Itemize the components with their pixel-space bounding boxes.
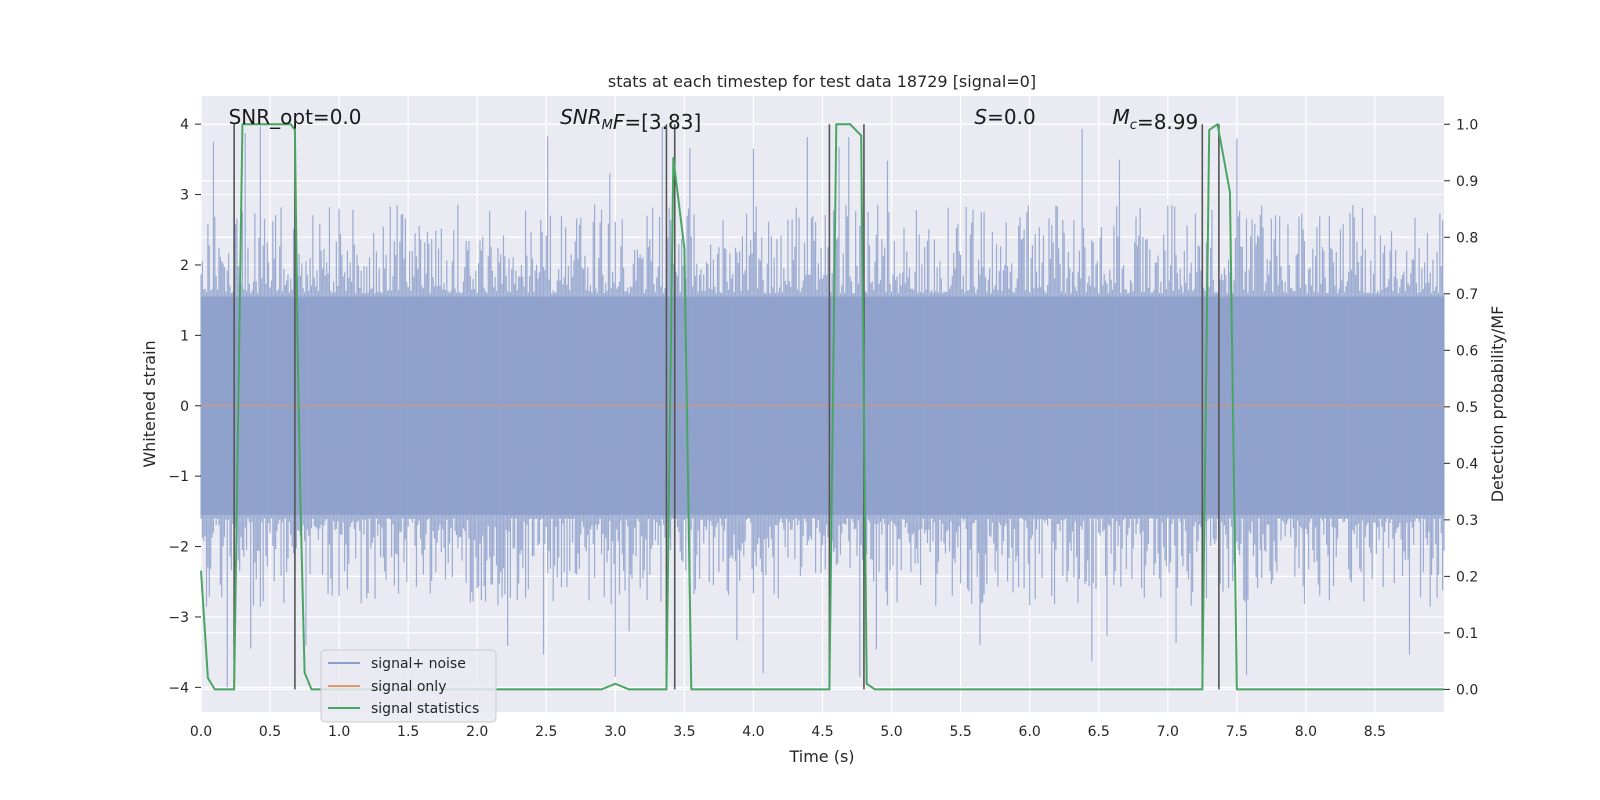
y-tick-3: −1 [168, 469, 189, 485]
x-tick-3: 1.5 [397, 724, 419, 740]
x-tick-9: 4.5 [811, 724, 833, 740]
y-axis-ticks: −4 −3 −2 −1 0 1 2 3 4 [168, 117, 201, 696]
y-tick-4: 0 [180, 399, 189, 415]
x-axis-ticks: 0.0 0.5 1.0 1.5 2.0 2.5 3.0 3.5 4.0 4.5 5.0 5.5 6.0 6… [190, 724, 1386, 740]
y-tick-6: 2 [180, 258, 189, 274]
x-tick-17: 8.5 [1364, 724, 1386, 740]
x-tick-8: 4.0 [742, 724, 764, 740]
legend-label-signal-only: signal only [371, 679, 446, 695]
x-tick-1: 0.5 [259, 724, 281, 740]
x-tick-14: 7.0 [1157, 724, 1179, 740]
x-tick-4: 2.0 [466, 724, 488, 740]
series-signal-statistics [200, 123, 1444, 691]
x-tick-16: 8.0 [1295, 724, 1317, 740]
y-right-tick-2: 0.2 [1456, 569, 1478, 585]
y-right-tick-6: 0.6 [1456, 343, 1478, 359]
y-tick-8: 4 [180, 117, 189, 133]
statistics-line [200, 123, 1444, 691]
x-axis-label: Time (s) [788, 747, 854, 766]
y-right-axis-ticks: 0.0 0.1 0.2 0.3 0.4 0.5 0.6 0.7 0.8 0.9 1.0 [1444, 117, 1478, 698]
y-axis-label: Whitened strain [140, 340, 159, 467]
x-tick-2: 1.0 [328, 724, 350, 740]
y-right-tick-0: 0.0 [1456, 682, 1478, 698]
x-tick-12: 6.0 [1019, 724, 1041, 740]
annotation-snr-opt: SNR_opt=0.0 [229, 105, 362, 129]
y-right-tick-9: 0.9 [1456, 174, 1478, 190]
x-tick-10: 5.0 [880, 724, 902, 740]
y-tick-2: −2 [168, 540, 189, 556]
y-right-tick-8: 0.8 [1456, 230, 1478, 246]
legend-label-signal-noise: signal+ noise [371, 656, 466, 672]
legend: signal+ noise signal only signal statist… [320, 649, 497, 723]
y-right-axis-label: Detection probability/MF [1488, 306, 1507, 503]
annotation-snr-mf: SNRMF=[3.83] [560, 105, 701, 134]
chart-title: stats at each timestep for test data 187… [608, 72, 1036, 91]
x-tick-15: 7.5 [1226, 724, 1248, 740]
annotations: SNR_opt=0.0 SNRMF=[3.83] S=0.0 Mc=8.99 [229, 105, 1199, 134]
y-tick-7: 3 [180, 188, 189, 204]
x-tick-11: 5.5 [949, 724, 971, 740]
y-tick-1: −3 [168, 610, 189, 626]
y-right-tick-10: 1.0 [1456, 117, 1478, 133]
x-tick-0: 0.0 [190, 724, 212, 740]
x-tick-7: 3.5 [673, 724, 695, 740]
y-tick-0: −4 [168, 680, 189, 696]
y-tick-5: 1 [180, 328, 189, 344]
y-right-tick-5: 0.5 [1456, 400, 1478, 416]
y-right-tick-1: 0.1 [1456, 626, 1478, 642]
x-tick-6: 3.0 [604, 724, 626, 740]
annotation-s-val: S=0.0 [974, 105, 1035, 129]
y-right-tick-3: 0.3 [1456, 513, 1478, 529]
y-right-tick-4: 0.4 [1456, 456, 1478, 472]
x-tick-5: 2.5 [535, 724, 557, 740]
y-right-tick-7: 0.7 [1456, 287, 1478, 303]
legend-box [320, 649, 497, 723]
annotation-mc-val: Mc=8.99 [1113, 105, 1199, 134]
legend-label-signal-statistics: signal statistics [371, 701, 479, 717]
x-tick-13: 6.5 [1088, 724, 1110, 740]
